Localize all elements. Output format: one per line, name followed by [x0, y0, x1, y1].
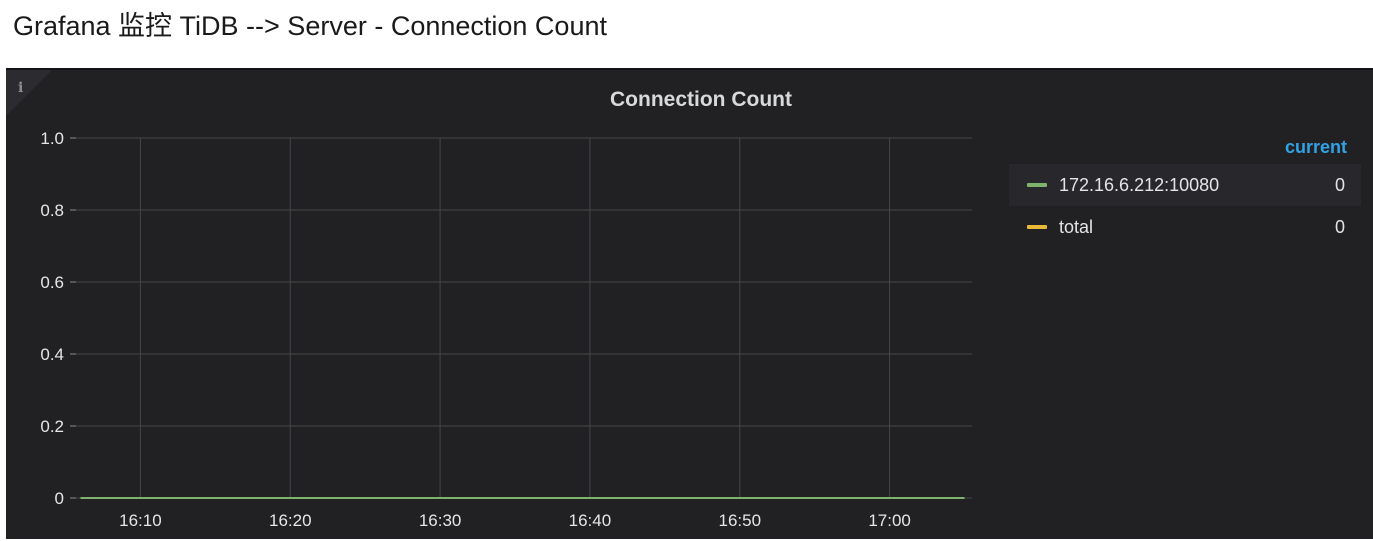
legend-item-name: 172.16.6.212:10080: [1059, 164, 1219, 206]
chart-area: 00.20.40.60.81.0 16:10 16:20 16:30 16:40 16:…: [6, 70, 1006, 541]
legend-item-value: 0: [1335, 206, 1345, 248]
y-tick-label: 0.6: [40, 273, 64, 292]
y-tick-label: 1.0: [40, 129, 64, 148]
x-grid: [140, 138, 889, 498]
page-caption: Grafana 监控 TiDB --> Server - Connection …: [13, 4, 607, 43]
y-tick-label: 0.4: [40, 345, 64, 364]
legend-header-current[interactable]: current: [1009, 130, 1361, 164]
legend-swatch-total: [1027, 225, 1047, 229]
x-tick-label: 16:40: [569, 511, 612, 530]
y-grid: [70, 138, 972, 498]
y-axis-labels: 0 0.2 0.4 0.6 0.8 1.0: [40, 129, 64, 508]
x-tick-label: 16:20: [269, 511, 312, 530]
x-tick-label: 16:10: [119, 511, 162, 530]
legend: current 172.16.6.212:10080 0 total 0: [1009, 130, 1361, 248]
x-tick-label: 16:30: [419, 511, 462, 530]
legend-item-value: 0: [1335, 164, 1345, 206]
x-axis-labels: 16:10 16:20 16:30 16:40 16:50 17:00: [119, 511, 911, 530]
y-tick-label: 0: [55, 489, 64, 508]
legend-swatch-host: [1027, 183, 1047, 187]
legend-item-name: total: [1059, 206, 1093, 248]
grafana-panel: i Connection Count 0 0.2 0.4 0.6 0.8 1.0 16:1…: [6, 68, 1373, 539]
legend-item-host[interactable]: 172.16.6.212:10080 0: [1009, 164, 1361, 206]
y-tick-label: 0.2: [40, 417, 64, 436]
legend-item-total[interactable]: total 0: [1009, 206, 1361, 248]
x-tick-label: 16:50: [718, 511, 761, 530]
x-tick-label: 17:00: [868, 511, 911, 530]
y-tick-label: 0.8: [40, 201, 64, 220]
